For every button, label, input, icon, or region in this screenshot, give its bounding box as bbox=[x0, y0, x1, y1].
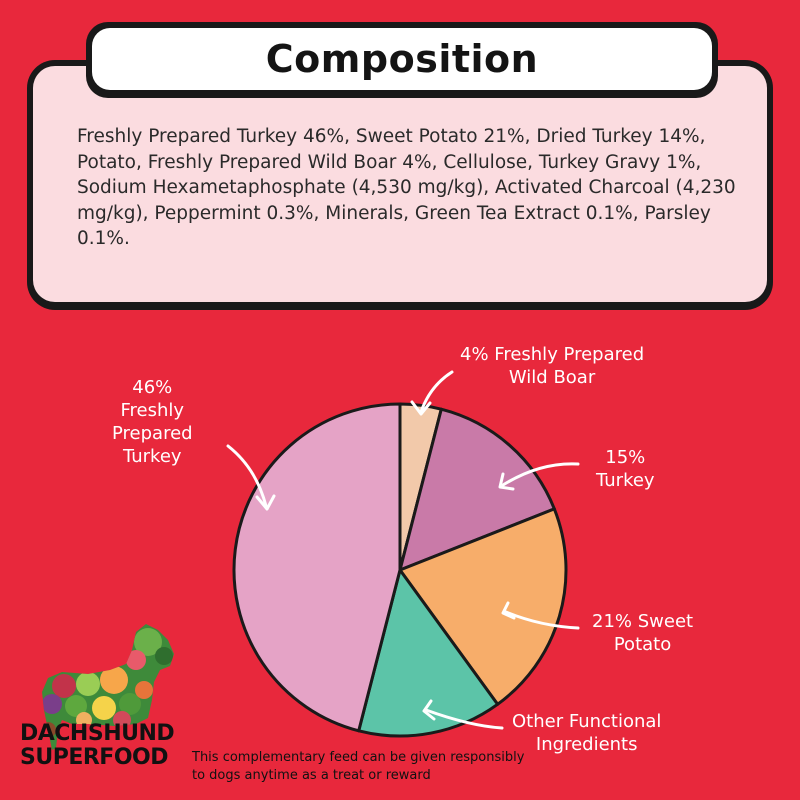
composition-text: Freshly Prepared Turkey 46%, Sweet Potat… bbox=[77, 126, 736, 249]
composition-title-tab: Composition bbox=[86, 22, 718, 98]
label-fresh-line4: Turkey bbox=[122, 446, 182, 467]
label-other-line2: Ingredients bbox=[535, 734, 638, 755]
pie-slice-2 bbox=[398, 507, 568, 706]
label-turkey-15-line2: Turkey bbox=[596, 470, 655, 491]
brand-line2: SUPERFOOD bbox=[20, 745, 169, 770]
label-sweet-potato: 21% Sweet Potato bbox=[592, 610, 693, 656]
arrow-turkey-15-head bbox=[498, 472, 515, 491]
arrow-other-head bbox=[422, 699, 436, 721]
label-fresh-turkey: 46% Freshly Prepared Turkey bbox=[112, 376, 193, 468]
pie-slice-1 bbox=[398, 407, 556, 572]
label-wild-boar: 4% Freshly Prepared Wild Boar bbox=[460, 343, 644, 389]
pie-slice-3 bbox=[357, 568, 500, 738]
disclaimer-text: This complementary feed can be given res… bbox=[192, 749, 552, 785]
pie-slices bbox=[232, 402, 568, 738]
composition-box: Freshly Prepared Turkey 46%, Sweet Potat… bbox=[27, 60, 773, 310]
composition-title-inner: Composition bbox=[92, 28, 712, 90]
label-fresh-line3: Prepared bbox=[112, 423, 193, 444]
label-fresh-line2: Freshly bbox=[120, 400, 185, 421]
label-turkey-15-line1: 15% bbox=[605, 447, 646, 468]
label-wild-boar-line1: 4% Freshly Prepared bbox=[460, 344, 645, 365]
arrow-sweet-potato bbox=[504, 610, 580, 630]
label-other-functional: Other Functional Ingredients bbox=[512, 710, 661, 756]
disclaimer-line1: This complementary feed can be given res… bbox=[192, 750, 525, 765]
label-sweet-potato-line2: Potato bbox=[613, 634, 672, 655]
brand-name: DACHSHUND SUPERFOOD bbox=[20, 721, 175, 770]
composition-title: Composition bbox=[265, 37, 539, 81]
label-turkey-15: 15% Turkey bbox=[596, 446, 655, 492]
arrow-sweet-potato-head bbox=[501, 601, 516, 620]
pie-slice-4 bbox=[232, 402, 402, 733]
brand-line1: DACHSHUND bbox=[20, 721, 175, 746]
label-sweet-potato-line1: 21% Sweet bbox=[592, 611, 694, 632]
label-fresh-line1: 46% bbox=[132, 377, 173, 398]
pointer-arrows bbox=[226, 370, 580, 730]
arrow-other bbox=[424, 708, 504, 730]
composition-box-inner: Freshly Prepared Turkey 46%, Sweet Potat… bbox=[33, 66, 767, 302]
dachshund-collage-icon bbox=[42, 624, 174, 750]
arrow-wild-boar-head bbox=[410, 400, 432, 416]
arrow-fresh-turkey-head bbox=[255, 494, 276, 511]
arrow-wild-boar bbox=[419, 370, 454, 414]
label-wild-boar-line2: Wild Boar bbox=[508, 367, 596, 388]
disclaimer-line2: to dogs anytime as a treat or reward bbox=[192, 768, 431, 783]
label-other-line1: Other Functional bbox=[512, 711, 662, 732]
arrow-fresh-turkey bbox=[226, 444, 268, 508]
arrow-turkey-15 bbox=[501, 462, 580, 487]
